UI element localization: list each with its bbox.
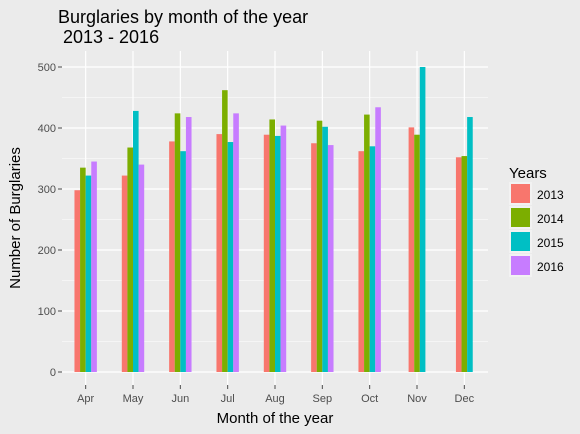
x-tick-label: Aug	[265, 393, 285, 405]
bar-2013-Sep	[311, 143, 317, 372]
y-tick-label: 0	[50, 367, 56, 379]
legend-title: Years	[509, 165, 547, 182]
bar-2016-Jun	[185, 117, 192, 373]
legend-label-2013: 2013	[537, 188, 564, 202]
bar-2013-Nov	[408, 127, 415, 372]
y-tick-label: 300	[38, 184, 56, 196]
x-tick-label: May	[123, 393, 144, 405]
legend-swatch-2013	[511, 184, 530, 203]
bar-2013-Dec	[455, 157, 462, 372]
x-tick-label: Jul	[221, 393, 235, 405]
x-tick-label: Jun	[171, 393, 189, 405]
bar-2016-Aug	[280, 125, 287, 372]
bar-2014-Aug	[269, 119, 275, 373]
bar-2016-May	[138, 164, 145, 372]
y-tick-label: 400	[38, 123, 56, 135]
bar-2016-Apr	[91, 161, 97, 372]
bar-2015-Aug	[275, 135, 281, 372]
bar-2015-Jun	[180, 151, 186, 372]
bar-2014-May	[127, 147, 133, 372]
bar-2015-Dec	[467, 117, 473, 373]
bar-2014-Oct	[364, 114, 370, 372]
bar-2013-Jul	[216, 134, 223, 372]
bar-2014-Jun	[174, 113, 181, 373]
x-tick-label: Oct	[361, 393, 378, 405]
y-axis-title: Number of Burglaries	[7, 147, 24, 289]
bar-2015-Oct	[369, 146, 376, 372]
x-axis-ticks: Apr May Jun Jul Aug Sep Oct Nov Dec	[77, 385, 475, 405]
x-axis-title: Month of the year	[217, 410, 334, 427]
x-tick-label: Apr	[77, 393, 94, 405]
x-tick-label: Dec	[455, 393, 475, 405]
legend-swatch-2016	[511, 256, 530, 275]
legend-label-2016: 2016	[537, 260, 564, 274]
legend-swatch-2015	[511, 232, 530, 251]
bar-2013-Jun	[169, 141, 175, 372]
bar-2014-Apr	[80, 167, 86, 372]
bar-2015-Jul	[227, 142, 234, 372]
bar-2015-May	[133, 110, 139, 373]
y-axis-ticks: 0 100 200 300 400 500	[38, 62, 62, 379]
bar-2016-Jul	[233, 113, 239, 373]
bar-2016-Sep	[327, 145, 334, 372]
x-tick-label: Sep	[313, 393, 333, 405]
x-tick-label: Nov	[407, 393, 427, 405]
y-tick-label: 200	[38, 245, 56, 257]
bar-2013-Oct	[358, 151, 365, 372]
chart-title-line2: 2013 - 2016	[58, 27, 159, 47]
bar-2014-Sep	[316, 120, 323, 373]
bar-2015-Sep	[322, 126, 328, 372]
legend-label-2014: 2014	[537, 212, 564, 226]
bars	[74, 67, 473, 373]
bar-2016-Oct	[375, 107, 381, 372]
bar-2015-Nov	[419, 67, 426, 372]
bar-2013-Aug	[263, 134, 270, 372]
bar-2013-Apr	[74, 190, 81, 372]
bar-2014-Jul	[222, 90, 228, 373]
legend-swatch-2014	[511, 208, 530, 227]
y-tick-label: 500	[38, 62, 56, 74]
bar-2013-May	[121, 175, 128, 372]
y-tick-label: 100	[38, 306, 56, 318]
chart-title-line1: Burglaries by month of the year	[58, 7, 308, 27]
bar-2014-Dec	[461, 156, 468, 372]
legend-label-2015: 2015	[537, 236, 564, 250]
bar-2015-Apr	[85, 175, 92, 372]
bar-2014-Nov	[414, 134, 420, 372]
legend: Years 2013 2014 2015 2016	[509, 165, 564, 277]
